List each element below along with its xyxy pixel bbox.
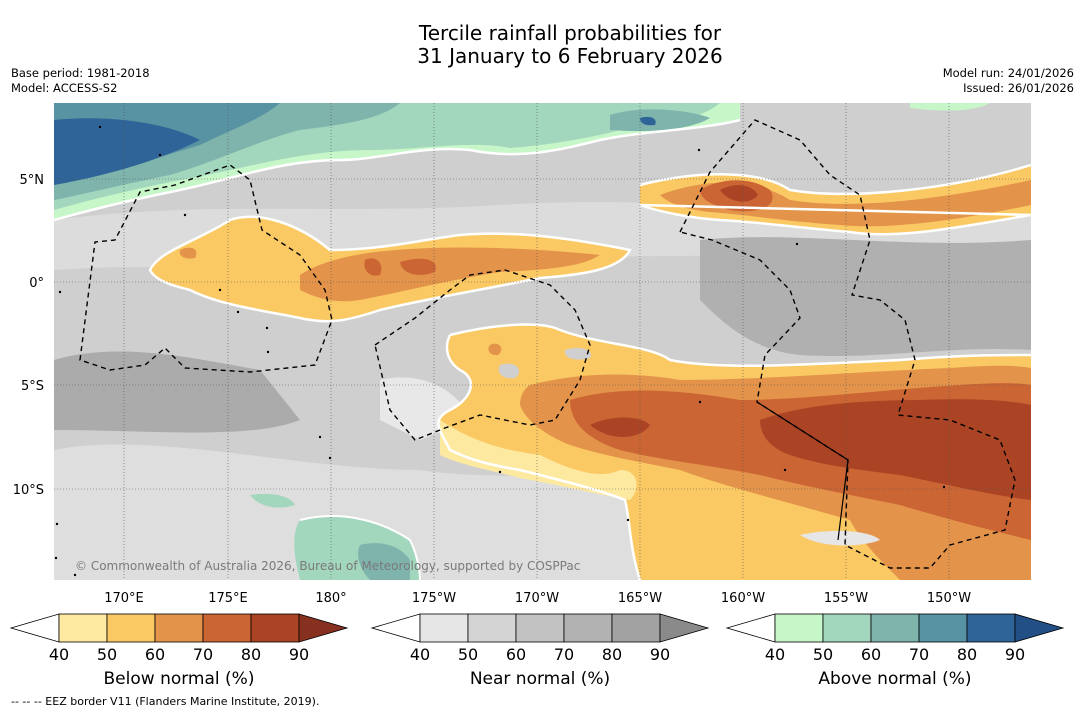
colorbar-tick-label: 40 [410, 645, 430, 664]
colorbar-cell [611, 613, 661, 643]
lon-label-165w: 165°W [618, 591, 662, 606]
colorbar-cell [774, 613, 824, 643]
chart-title: Tercile rainfall probabilities for 31 Ja… [0, 22, 1085, 68]
meta-right: Model run: 24/01/2026 Issued: 26/01/2026 [943, 66, 1074, 96]
colorbar-below-high-cap [298, 613, 349, 643]
issued-date: Issued: 26/01/2026 [963, 81, 1074, 95]
lon-label-160w: 160°W [721, 591, 765, 606]
colorbar-tick-label: 40 [49, 645, 69, 664]
lat-label-10s: 10°S [13, 483, 44, 498]
lon-label-180: 180° [315, 591, 346, 606]
copyright-text: © Commonwealth of Australia 2026, Bureau… [75, 559, 580, 573]
title-line-1: Tercile rainfall probabilities for [418, 21, 722, 45]
colorbar-tick-label: 60 [861, 645, 881, 664]
colorbar-cell [106, 613, 156, 643]
colorbar-above-low-cap [725, 613, 776, 643]
colorbar-tick-label: 70 [554, 645, 574, 664]
base-period: Base period: 1981-2018 [11, 66, 150, 80]
longitude-axis: 170°E 175°E 180° 175°W 170°W 165°W 160°W… [104, 591, 971, 606]
colorbar-near-low-cap [370, 613, 421, 643]
colorbar-tick-label: 90 [650, 645, 670, 664]
colorbar-near-label: Near normal (%) [470, 669, 610, 689]
colorbar-below-low-cap [9, 613, 60, 643]
model-name: Model: ACCESS-S2 [11, 81, 118, 95]
lon-label-175w: 175°W [412, 591, 456, 606]
colorbar-tick-label: 70 [193, 645, 213, 664]
model-run: Model run: 24/01/2026 [942, 66, 1074, 80]
colorbar-tick-label: 90 [289, 645, 309, 664]
map-area: © Commonwealth of Australia 2026, Bureau… [54, 103, 1031, 580]
lon-label-155w: 155°W [824, 591, 868, 606]
colorbar-tick-label: 60 [506, 645, 526, 664]
latitude-axis: 5°N 0° 5°S 10°S [13, 173, 44, 498]
colorbar-tick-label: 60 [145, 645, 165, 664]
colorbar-cell [822, 613, 872, 643]
colorbar-cell [563, 613, 613, 643]
colorbar-cell [918, 613, 968, 643]
colorbar-cell [467, 613, 517, 643]
colorbar-cell [515, 613, 565, 643]
eez-borders [79, 119, 1016, 569]
colorbar-cell [966, 613, 1016, 643]
colorbar-tick-label: 50 [97, 645, 117, 664]
colorbar-tick-label: 50 [813, 645, 833, 664]
colorbar-cell [870, 613, 920, 643]
colorbar-tick-label: 80 [241, 645, 261, 664]
colorbar-tick-label: 70 [909, 645, 929, 664]
lat-label-5s: 5°S [21, 379, 44, 394]
colorbar-tick-label: 80 [957, 645, 977, 664]
eez-legend-note: -- -- -- EEZ border V11 (Flanders Marine… [11, 695, 320, 708]
colorbar-cell [58, 613, 108, 643]
lon-label-170e: 170°E [104, 591, 144, 606]
meta-left: Base period: 1981-2018 Model: ACCESS-S2 [11, 66, 150, 96]
island-markers [54, 125, 946, 577]
lon-label-150w: 150°W [927, 591, 971, 606]
colorbar-cell [154, 613, 204, 643]
colorbar-cell [202, 613, 252, 643]
colorbar-tick-label: 40 [765, 645, 785, 664]
colorbar-tick-label: 90 [1005, 645, 1025, 664]
colorbar-above-high-cap [1014, 613, 1065, 643]
lat-label-5n: 5°N [20, 173, 45, 188]
title-line-2: 31 January to 6 February 2026 [417, 44, 723, 68]
lon-label-170w: 170°W [515, 591, 559, 606]
colorbar-below: 40 50 60 70 80 90 Below normal (%) [9, 613, 349, 689]
colorbar-tick-label: 50 [458, 645, 478, 664]
colorbar-near: 40 50 60 70 80 90 Near normal (%) [370, 613, 710, 689]
colorbar-below-label: Below normal (%) [104, 669, 255, 689]
colorbar-near-high-cap [659, 613, 710, 643]
colorbar-above: 40 50 60 70 80 90 Above normal (%) [725, 613, 1065, 689]
lon-label-175e: 175°E [208, 591, 248, 606]
colorbar-cell [250, 613, 300, 643]
colorbar-tick-label: 80 [602, 645, 622, 664]
lat-label-0: 0° [29, 276, 44, 291]
colorbar-above-label: Above normal (%) [818, 669, 971, 689]
colorbar-cell [419, 613, 469, 643]
